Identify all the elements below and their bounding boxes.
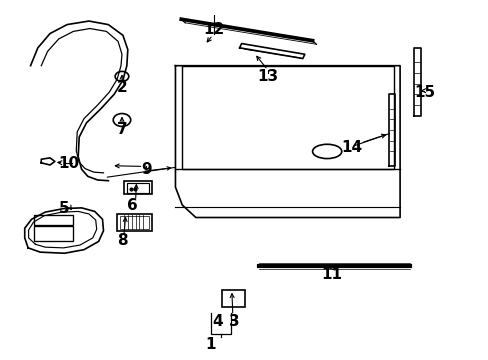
Text: 7: 7 — [117, 122, 127, 138]
Bar — [120, 216, 149, 229]
Text: 4: 4 — [212, 314, 223, 329]
Text: 15: 15 — [413, 85, 434, 100]
Bar — [222, 290, 245, 307]
Text: 3: 3 — [229, 314, 240, 329]
Text: 13: 13 — [257, 69, 278, 84]
Text: 11: 11 — [321, 267, 342, 282]
Text: 12: 12 — [203, 22, 224, 37]
Bar — [126, 183, 149, 193]
Text: 14: 14 — [340, 140, 361, 156]
Bar — [34, 226, 73, 241]
Text: 2: 2 — [116, 80, 127, 95]
Text: 8: 8 — [117, 233, 127, 248]
Bar — [123, 181, 152, 194]
Text: 9: 9 — [141, 162, 151, 177]
Text: 5: 5 — [59, 201, 70, 216]
Text: 10: 10 — [58, 157, 79, 171]
Bar — [117, 213, 152, 231]
Bar — [34, 215, 73, 225]
Text: 6: 6 — [127, 198, 138, 212]
Text: 1: 1 — [205, 337, 215, 352]
